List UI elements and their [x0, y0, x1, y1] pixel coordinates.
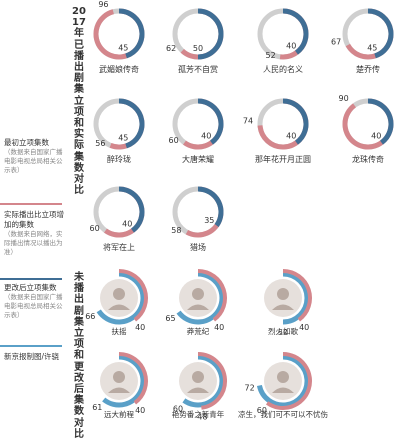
aired-actual-label-3: 67	[331, 38, 341, 47]
unaired-show-name-3: 远大前程	[104, 409, 134, 419]
aired-actual-label-9: 58	[171, 226, 181, 235]
unaired-changed-label-0: 66	[85, 312, 95, 321]
unaired-donut-planned-0	[118, 269, 148, 322]
aired-show-name-9: 猎场	[190, 242, 206, 252]
unaired-show-name-5: 凉生，我们可不可以不忧伤	[238, 409, 328, 419]
legend-bar-planned	[0, 203, 62, 205]
aired-planned-label-8: 40	[122, 219, 132, 228]
unaired-planned-label-5: 60	[257, 406, 267, 415]
aired-donut-planned-4	[118, 98, 145, 149]
aired-show-name-7: 龙珠传奇	[352, 154, 384, 164]
aired-actual-label-7: 90	[339, 94, 349, 103]
aired-donut-planned-5	[197, 98, 224, 145]
actor-photo-head-0	[113, 288, 125, 300]
aired-planned-label-6: 40	[286, 131, 296, 140]
actor-photo-body-5	[272, 387, 294, 393]
unaired-donut-planned-1	[197, 269, 227, 322]
aired-donut-planned-0	[118, 8, 145, 59]
aired-actual-label-5: 60	[169, 136, 179, 145]
aired-planned-label-5: 40	[201, 131, 211, 140]
aired-planned-label-4: 45	[118, 133, 128, 142]
unaired-planned-label-3: 40	[135, 406, 145, 415]
unaired-donut-planned-5	[265, 352, 312, 410]
unaired-planned-label-0: 40	[135, 323, 145, 332]
legend: 最初立项集数 （数据来自国家广播电影电视总局相关公示表） 实际播出比立项增加的集…	[0, 0, 68, 425]
unaired-changed-label-4: 60	[173, 405, 183, 414]
aired-show-name-8: 将军在上	[103, 242, 135, 252]
actor-photo-body-0	[108, 304, 130, 310]
aired-donut-planned-8	[118, 186, 145, 233]
unaired-donut-changed-5	[256, 354, 310, 408]
actor-photo-body-1	[187, 304, 209, 310]
actor-photo-head-3	[113, 371, 125, 383]
legend-title-planned: 最初立项集数	[4, 138, 49, 147]
aired-donut-planned-6	[282, 98, 309, 145]
unaired-planned-label-2: 40	[299, 323, 309, 332]
legend-item-planned: 最初立项集数 （数据来自国家广播电影电视总局相关公示表）	[4, 138, 66, 175]
aired-donut-planned-3	[367, 8, 394, 59]
aired-show-name-3: 楚乔传	[356, 64, 380, 74]
aired-show-name-1: 孤芳不自赏	[178, 64, 218, 74]
actor-photo-body-2	[272, 304, 294, 310]
aired-actual-label-4: 56	[95, 139, 105, 148]
aired-planned-label-9: 35	[204, 216, 214, 225]
aired-actual-label-2: 52	[266, 51, 276, 60]
aired-actual-label-8: 60	[90, 224, 100, 233]
unaired-changed-label-3: 61	[92, 403, 102, 412]
unaired-donut-changed-4	[182, 354, 225, 408]
actor-photo-body-4	[187, 387, 209, 393]
unaired-donut-planned-4	[197, 352, 228, 410]
unaired-show-name-4: 艳势番之新青年	[172, 409, 225, 419]
actor-photo-head-1	[192, 288, 204, 300]
legend-title-changed: 更改后立项集数	[4, 283, 57, 292]
unaired-planned-label-4: 48	[197, 413, 207, 422]
aired-actual-label-1: 62	[166, 44, 176, 53]
unaired-donut-changed-1	[176, 271, 225, 325]
actor-photo-head-2	[277, 288, 289, 300]
legend-bar-changed	[0, 345, 62, 347]
actor-photo-head-5	[277, 371, 289, 383]
aired-show-name-2: 人民的名义	[263, 64, 303, 74]
donut-chart: 96 45 武媚娘传奇 62 50 孤芳不自赏 52 40 人民的名义 67 45 楚乔传 56 45 醉玲…	[85, 0, 394, 422]
aired-planned-label-0: 45	[118, 43, 128, 52]
aired-planned-label-2: 40	[286, 41, 296, 50]
legend-note-planned: （数据来自国家广播电影电视总局相关公示表）	[4, 148, 63, 174]
unaired-changed-label-2: 50	[278, 328, 288, 337]
source-credit: 新京报制图/许骁	[4, 352, 60, 361]
unaired-donut-changed-0	[96, 271, 146, 325]
aired-donut-planned-7	[367, 98, 394, 145]
unaired-changed-label-1: 65	[165, 314, 175, 323]
aired-show-name-5: 大唐荣耀	[182, 154, 214, 164]
aired-show-name-4: 醉玲珑	[107, 154, 131, 164]
legend-item-changed: 更改后立项集数 （数据来自国家广播电影电视总局相关公示表）	[4, 283, 66, 320]
actor-photo-body-3	[108, 387, 130, 393]
section-title-aired: 2017年已播出剧集立项和实际集数对比	[72, 6, 86, 197]
aired-planned-label-1: 50	[193, 44, 203, 53]
legend-note-changed: （数据来自国家广播电影电视总局相关公示表）	[4, 293, 63, 319]
unaired-donut-changed-2	[282, 271, 310, 325]
legend-bar-added	[0, 278, 62, 280]
legend-title-added: 实际播出比立项增加的集数	[4, 210, 64, 229]
aired-actual-label-0: 96	[98, 0, 108, 9]
aired-show-name-0: 武媚娘传奇	[99, 64, 139, 74]
unaired-show-name-2: 烈火如歌	[268, 326, 298, 336]
unaired-donut-changed-3	[102, 354, 146, 408]
legend-item-added: 实际播出比立项增加的集数 （数据来自网络，实际播出情况以播出为准）	[4, 210, 66, 257]
unaired-donut-planned-2	[282, 269, 312, 322]
aired-donut-planned-2	[282, 8, 309, 55]
unaired-show-name-1: 莽荒纪	[187, 326, 210, 336]
aired-planned-label-3: 45	[367, 43, 377, 52]
aired-show-name-6: 那年花开月正圆	[255, 154, 311, 164]
aired-donut-planned-1	[197, 8, 224, 60]
unaired-changed-label-5: 72	[245, 383, 255, 392]
legend-note-added: （数据来自网络，实际播出情况以播出为准）	[4, 230, 63, 256]
unaired-donut-planned-3	[118, 352, 148, 405]
aired-donut-planned-9	[197, 186, 224, 227]
aired-planned-label-7: 40	[371, 131, 381, 140]
unaired-show-name-0: 扶摇	[112, 326, 127, 336]
unaired-planned-label-1: 40	[214, 323, 224, 332]
aired-actual-label-6: 74	[243, 117, 253, 126]
actor-photo-head-4	[192, 371, 204, 383]
